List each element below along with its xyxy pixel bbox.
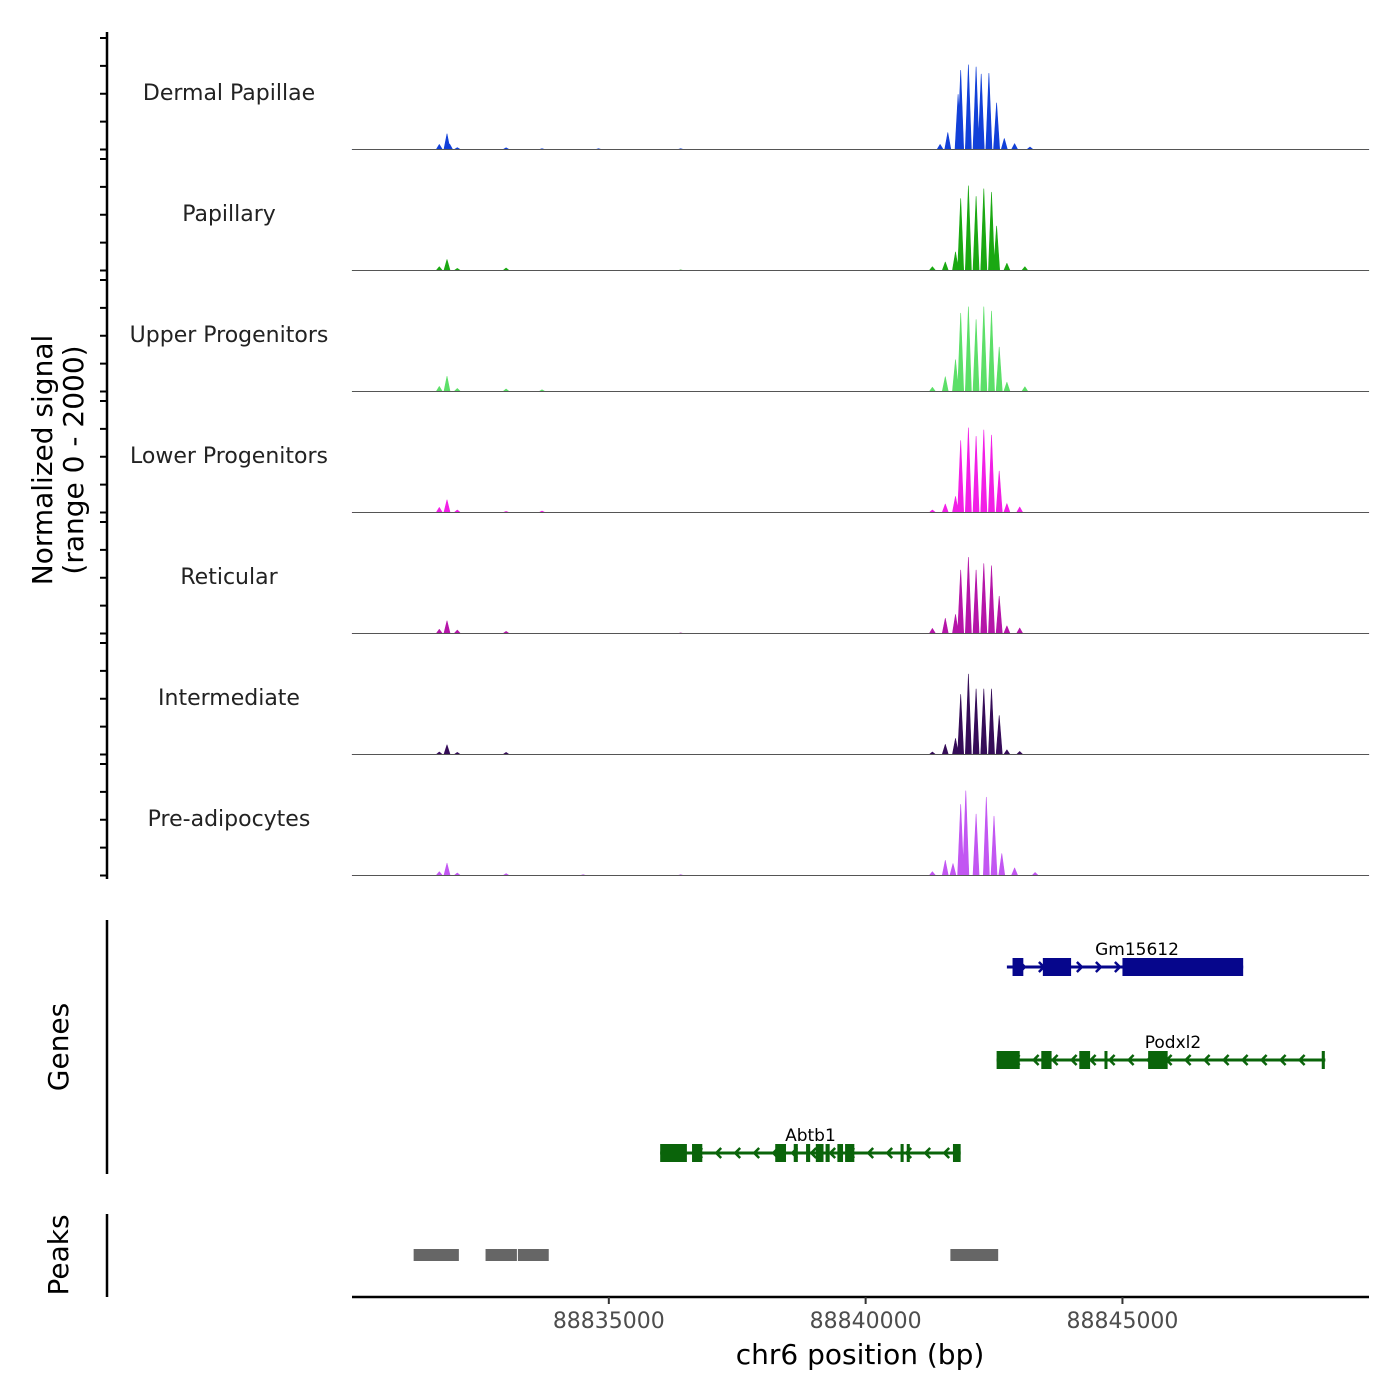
gene-exon <box>1042 958 1072 976</box>
track-4: Reticular <box>180 557 1370 634</box>
strand-arrow <box>714 1147 723 1159</box>
x-axis-title: chr6 position (bp) <box>736 1338 985 1371</box>
strand-arrow <box>1076 961 1084 973</box>
gene-Gm15612: Gm15612 <box>1006 940 1244 976</box>
signal-area <box>351 427 1370 513</box>
strand-arrow <box>828 1147 837 1159</box>
signal-y-axis-title: Normalized signal (range 0 - 2000) <box>26 335 90 586</box>
strand-arrow <box>1259 1054 1268 1066</box>
gene-exon <box>1321 1051 1325 1069</box>
track-label: Upper Progenitors <box>130 323 329 348</box>
strand-arrow <box>923 1147 932 1159</box>
track-label: Lower Progenitors <box>130 444 328 469</box>
peak-region <box>950 1249 999 1261</box>
gene-exon <box>845 1144 855 1162</box>
x-tick-label: 88840000 <box>810 1309 922 1334</box>
signal-y-axis-title-line1: Normalized signal <box>26 335 59 586</box>
track-label: Dermal Papillae <box>143 81 315 106</box>
gene-models: Gm15612 Podxl2 Abtb1 <box>660 940 1326 1162</box>
x-tick-label: 88845000 <box>1066 1309 1178 1334</box>
gene-exon <box>1104 1051 1108 1069</box>
gene-exon <box>952 1144 961 1162</box>
track-1: Papillary <box>182 185 1370 271</box>
peaks-axis-title: Peaks <box>42 1214 75 1295</box>
gene-exon <box>837 1144 844 1162</box>
signal-y-axis <box>100 32 109 879</box>
track-3: Lower Progenitors <box>130 427 1370 513</box>
track-5: Intermediate <box>158 673 1370 755</box>
genes-panel: Genes Gm15612 Podxl2 Abtb1 <box>42 920 1326 1174</box>
strand-arrow <box>885 1147 894 1159</box>
strand-arrow <box>1126 1054 1135 1066</box>
peak-regions <box>413 1249 999 1261</box>
gene-label: Gm15612 <box>1095 940 1179 960</box>
gene-exon <box>692 1144 703 1162</box>
strand-arrow <box>1183 1054 1192 1066</box>
strand-arrow <box>1202 1054 1211 1066</box>
gene-label: Podxl2 <box>1145 1033 1201 1053</box>
gene-Podxl2: Podxl2 <box>996 1033 1326 1069</box>
gene-exon <box>1012 958 1024 976</box>
track-label: Intermediate <box>158 686 300 711</box>
peaks-panel: Peaks <box>42 1214 999 1297</box>
strand-arrow <box>866 1147 875 1159</box>
strand-arrow <box>733 1147 742 1159</box>
peak-region <box>413 1249 459 1261</box>
gene-exon <box>906 1144 910 1162</box>
signal-area <box>351 306 1370 392</box>
track-label: Reticular <box>180 565 278 590</box>
gene-exon <box>806 1144 811 1162</box>
gene-label: Abtb1 <box>785 1126 836 1146</box>
strand-arrow <box>1107 1054 1116 1066</box>
signal-area <box>351 790 1370 876</box>
strand-arrow <box>1088 1054 1097 1066</box>
signal-tracks: Dermal Papillae Papillary Upper Progenitor… <box>130 64 1370 876</box>
signal-y-axis-title-line2: (range 0 - 2000) <box>57 345 90 574</box>
genes-axis-title: Genes <box>42 1003 75 1091</box>
strand-arrow <box>1050 1054 1059 1066</box>
gene-exon <box>1041 1051 1052 1069</box>
gene-exon <box>1079 1051 1091 1069</box>
track-label: Pre-adipocytes <box>148 807 311 832</box>
strand-arrow <box>1095 961 1103 973</box>
strand-arrow <box>1297 1054 1306 1066</box>
strand-arrow <box>1031 1054 1040 1066</box>
strand-arrow <box>1221 1054 1230 1066</box>
gene-Abtb1: Abtb1 <box>660 1126 961 1162</box>
gene-exon <box>815 1144 824 1162</box>
strand-arrow <box>752 1147 761 1159</box>
signal-area <box>351 557 1370 634</box>
x-tick-label: 88835000 <box>553 1309 665 1334</box>
strand-arrow <box>809 1147 818 1159</box>
signal-area <box>351 185 1370 271</box>
gene-exon <box>1148 1051 1168 1069</box>
strand-arrow <box>1069 1054 1078 1066</box>
strand-arrow <box>1278 1054 1287 1066</box>
signal-area <box>351 673 1370 755</box>
track-2: Upper Progenitors <box>130 306 1370 392</box>
peak-region <box>485 1249 517 1261</box>
strand-arrow <box>1240 1054 1249 1066</box>
gene-exon <box>660 1144 687 1162</box>
strand-arrow <box>942 1147 951 1159</box>
track-6: Pre-adipocytes <box>148 790 1370 876</box>
track-0: Dermal Papillae <box>143 64 1370 150</box>
gene-exon <box>775 1144 787 1162</box>
gene-exon <box>1122 958 1244 976</box>
gene-exon <box>996 1051 1020 1069</box>
gene-exon <box>793 1144 798 1162</box>
signal-area <box>351 64 1370 150</box>
x-ticks: 88835000 88840000 88845000 <box>553 1297 1178 1334</box>
x-axis: 88835000 88840000 88845000 chr6 position (… <box>352 1295 1369 1371</box>
gene-exon <box>900 1144 904 1162</box>
gene-exon <box>825 1144 830 1162</box>
strand-arrow <box>1114 961 1122 973</box>
peak-region <box>517 1249 549 1261</box>
track-label: Papillary <box>182 202 276 227</box>
